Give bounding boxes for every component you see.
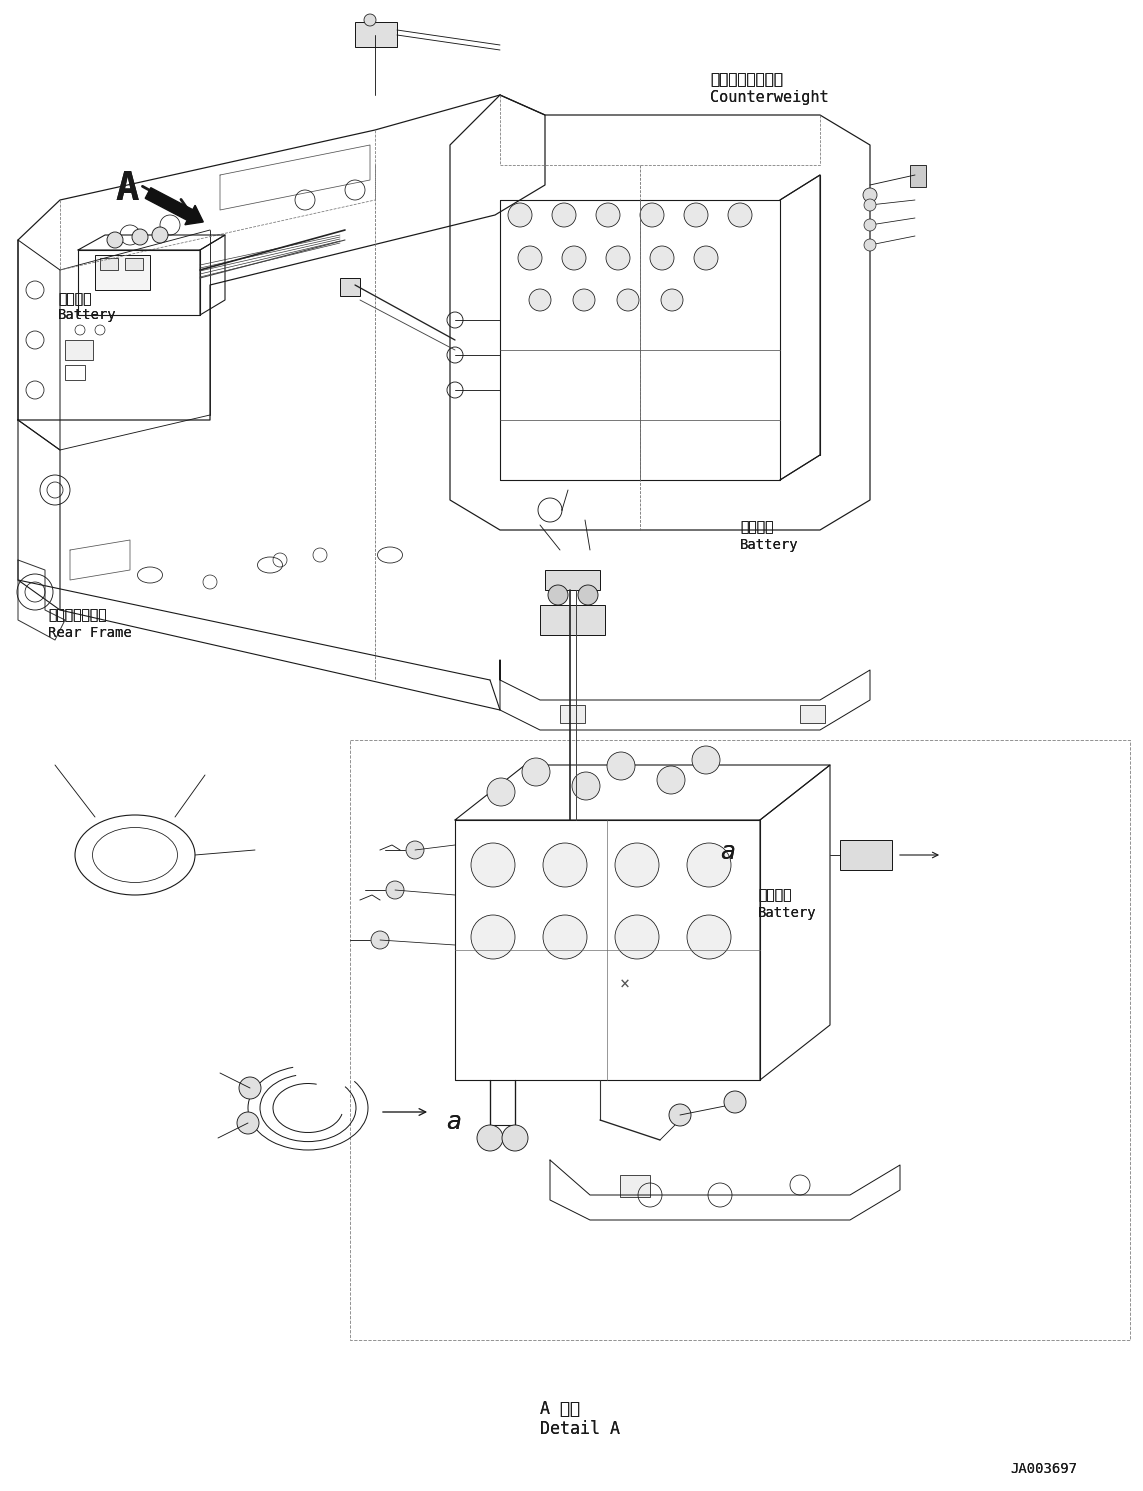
Circle shape	[724, 1091, 746, 1112]
Circle shape	[543, 915, 588, 959]
Circle shape	[477, 1126, 503, 1151]
Circle shape	[606, 246, 630, 270]
Circle shape	[487, 778, 515, 807]
Circle shape	[864, 219, 876, 231]
Text: A: A	[115, 170, 138, 209]
Text: Detail A: Detail A	[539, 1419, 620, 1437]
Circle shape	[669, 1103, 692, 1126]
Circle shape	[864, 239, 876, 250]
Bar	[339, 277, 360, 297]
Circle shape	[543, 842, 588, 887]
Text: Battery: Battery	[740, 538, 799, 552]
Circle shape	[687, 842, 732, 887]
Circle shape	[529, 289, 551, 312]
Bar	[545, 570, 600, 590]
Bar	[800, 705, 825, 723]
Text: A 詳細: A 詳細	[539, 1400, 580, 1418]
Bar	[350, 740, 1130, 1340]
Circle shape	[572, 772, 600, 801]
Text: Detail A: Detail A	[539, 1419, 620, 1437]
Bar	[560, 705, 585, 723]
Circle shape	[107, 233, 123, 248]
Circle shape	[507, 203, 531, 227]
Text: Battery: Battery	[758, 907, 816, 920]
Circle shape	[552, 203, 576, 227]
Circle shape	[684, 203, 708, 227]
Circle shape	[617, 289, 639, 312]
Circle shape	[522, 757, 550, 786]
Text: Battery: Battery	[758, 907, 816, 920]
Text: リヤーフレーム: リヤーフレーム	[48, 608, 106, 622]
Circle shape	[615, 842, 660, 887]
Text: バッテリ: バッテリ	[58, 292, 91, 306]
Text: ×: ×	[620, 977, 630, 994]
Circle shape	[237, 1112, 259, 1135]
Circle shape	[694, 246, 718, 270]
Circle shape	[864, 198, 876, 212]
Circle shape	[471, 842, 515, 887]
Circle shape	[578, 584, 598, 605]
Circle shape	[518, 246, 542, 270]
Text: バッテリ: バッテリ	[758, 889, 791, 902]
Text: A: A	[115, 170, 138, 209]
Bar	[840, 839, 892, 871]
Text: カウンタウェイト: カウンタウェイト	[710, 72, 783, 86]
Circle shape	[687, 915, 732, 959]
Bar	[125, 258, 143, 270]
Circle shape	[471, 915, 515, 959]
Text: バッテリ: バッテリ	[58, 292, 91, 306]
Circle shape	[640, 203, 664, 227]
Circle shape	[596, 203, 620, 227]
Circle shape	[547, 584, 568, 605]
Bar	[355, 22, 397, 48]
Circle shape	[386, 881, 403, 899]
Text: バッテリ: バッテリ	[758, 889, 791, 902]
Circle shape	[657, 766, 685, 795]
Text: Battery: Battery	[58, 309, 117, 322]
Circle shape	[661, 289, 684, 312]
Text: バッテリ: バッテリ	[740, 520, 774, 534]
Text: A 詳細: A 詳細	[539, 1400, 580, 1418]
Text: JA003697: JA003697	[1010, 1463, 1077, 1476]
Bar	[910, 166, 926, 186]
Circle shape	[607, 751, 636, 780]
Text: カウンタウェイト: カウンタウェイト	[710, 72, 783, 86]
Circle shape	[363, 13, 376, 25]
Text: a: a	[720, 839, 735, 863]
Text: JA003697: JA003697	[1010, 1463, 1077, 1476]
Text: バッテリ: バッテリ	[740, 520, 774, 534]
Ellipse shape	[93, 828, 177, 883]
Text: Counterweight: Counterweight	[710, 89, 829, 104]
Circle shape	[728, 203, 752, 227]
Bar	[65, 340, 93, 359]
FancyArrow shape	[145, 188, 203, 225]
Bar	[620, 1175, 650, 1197]
Circle shape	[692, 746, 720, 774]
Circle shape	[371, 930, 389, 948]
Bar	[99, 258, 118, 270]
Bar	[95, 255, 150, 291]
Circle shape	[863, 188, 877, 201]
Circle shape	[562, 246, 586, 270]
Text: a: a	[446, 1109, 461, 1135]
Text: a: a	[720, 839, 735, 863]
Circle shape	[152, 227, 168, 243]
Circle shape	[502, 1126, 528, 1151]
Text: a: a	[446, 1109, 461, 1135]
Bar	[539, 605, 605, 635]
Circle shape	[239, 1077, 261, 1099]
Bar	[65, 365, 85, 380]
Circle shape	[406, 841, 424, 859]
Circle shape	[615, 915, 660, 959]
Text: Counterweight: Counterweight	[710, 89, 829, 104]
Circle shape	[131, 230, 147, 245]
Text: Battery: Battery	[740, 538, 799, 552]
Text: リヤーフレーム: リヤーフレーム	[48, 608, 106, 622]
Circle shape	[573, 289, 596, 312]
Circle shape	[650, 246, 674, 270]
Text: Battery: Battery	[58, 309, 117, 322]
Ellipse shape	[75, 816, 195, 895]
Text: Rear Frame: Rear Frame	[48, 626, 131, 640]
Text: Rear Frame: Rear Frame	[48, 626, 131, 640]
